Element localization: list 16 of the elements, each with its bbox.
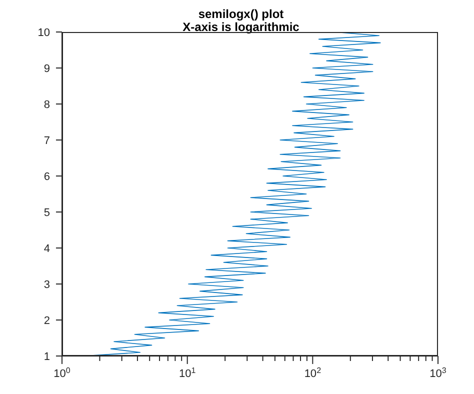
chart-title: semilogx() plot	[197, 7, 285, 21]
x-tick-label: 10$^{1}$	[178, 366, 196, 380]
y-tick-label: 4	[44, 243, 50, 255]
y-tick-label: 9	[44, 63, 50, 75]
y-tick-label: 7	[44, 135, 50, 147]
y-tick-label: 1	[44, 351, 50, 363]
y-tick-label: 5	[44, 207, 50, 219]
y-tick-label: 6	[44, 171, 50, 183]
y-tick-label: 2	[44, 315, 50, 327]
y-tick-label: 10	[38, 27, 50, 39]
x-tick-label: 10$^{0}$	[54, 366, 71, 380]
chart-subtitle: X-axis is logarithmic	[182, 20, 300, 34]
y-tick-label: 8	[44, 99, 50, 111]
y-tick-label: 3	[44, 279, 50, 291]
x-tick-label: 10$^{2}$	[304, 366, 322, 380]
x-tick-label: 10$^{3}$	[430, 366, 447, 380]
